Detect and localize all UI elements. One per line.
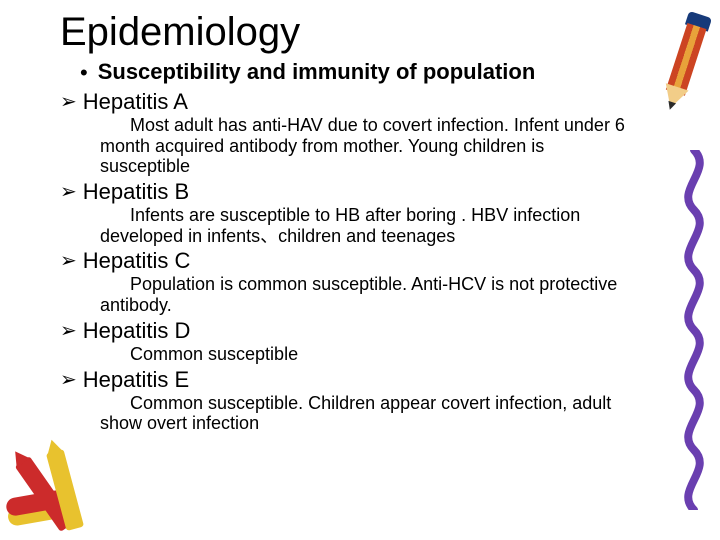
section-heading: Hepatitis A bbox=[83, 89, 188, 115]
section-heading: Hepatitis E bbox=[83, 367, 189, 393]
section-body: Common susceptible. Children appear cove… bbox=[100, 393, 680, 434]
section-heading-row: ➢ Hepatitis B bbox=[60, 179, 680, 205]
slide-subtitle: Susceptibility and immunity of populatio… bbox=[98, 59, 536, 85]
arrow-icon: ➢ bbox=[60, 248, 77, 274]
section-heading-row: ➢ Hepatitis C bbox=[60, 248, 680, 274]
slide-title: Epidemiology bbox=[60, 10, 680, 55]
crayons-icon bbox=[6, 444, 106, 534]
bullet-dot-icon: • bbox=[80, 59, 88, 87]
section-heading-row: ➢ Hepatitis E bbox=[60, 367, 680, 393]
arrow-icon: ➢ bbox=[60, 318, 77, 344]
section-heading: Hepatitis C bbox=[83, 248, 191, 274]
subtitle-row: • Susceptibility and immunity of populat… bbox=[80, 59, 680, 87]
section-body: Most adult has anti-HAV due to covert in… bbox=[100, 115, 680, 177]
arrow-icon: ➢ bbox=[60, 179, 77, 205]
section-body: Common susceptible bbox=[100, 344, 680, 365]
section-heading-row: ➢ Hepatitis D bbox=[60, 318, 680, 344]
section-body: Population is common susceptible. Anti-H… bbox=[100, 274, 680, 315]
arrow-icon: ➢ bbox=[60, 89, 77, 115]
section-body: Infents are susceptible to HB after bori… bbox=[100, 205, 680, 246]
section-heading-row: ➢ Hepatitis A bbox=[60, 89, 680, 115]
arrow-icon: ➢ bbox=[60, 367, 77, 393]
section-heading: Hepatitis D bbox=[83, 318, 191, 344]
squiggle-icon bbox=[674, 150, 714, 510]
section-heading: Hepatitis B bbox=[83, 179, 189, 205]
